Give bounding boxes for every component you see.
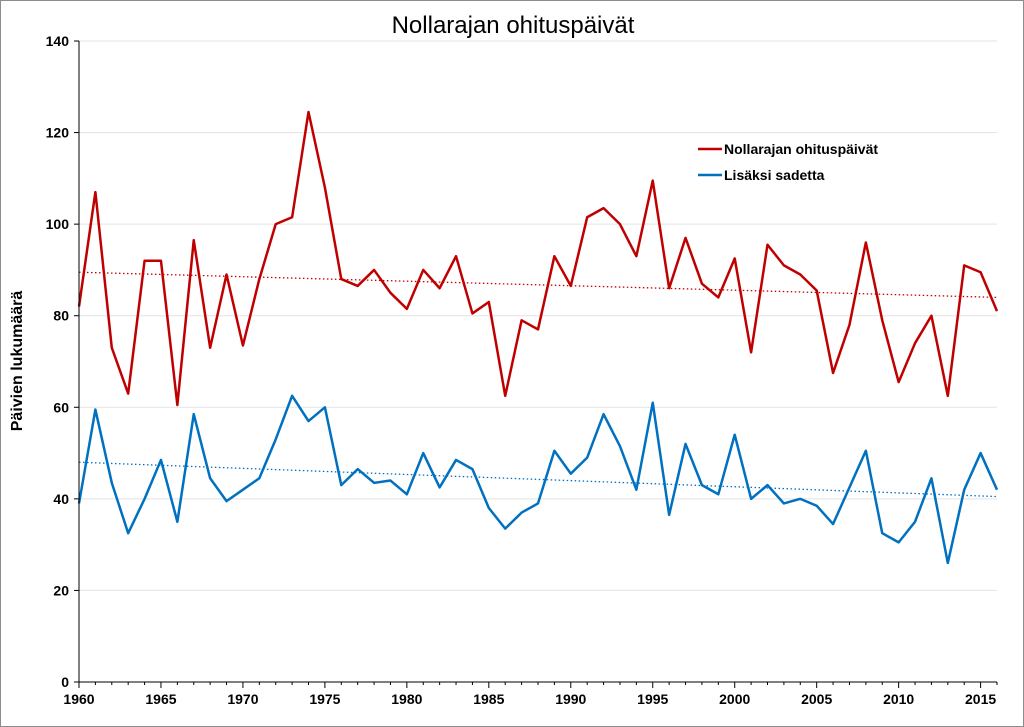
trendline-2 [78, 461, 998, 498]
trendline-1 [78, 271, 998, 299]
x-tick-label: 1985 [473, 691, 504, 707]
x-tick-label: 1980 [391, 691, 422, 707]
y-tick-label: 0 [61, 674, 69, 690]
legend-label: Nollarajan ohituspäivät [724, 141, 878, 157]
gridlines [79, 40, 997, 591]
legend-label: Lisäksi sadetta [724, 167, 825, 183]
x-tick-label: 1965 [145, 691, 176, 707]
trendlines [78, 271, 998, 498]
legend: Nollarajan ohituspäivät Lisäksi sadetta [698, 141, 878, 183]
series-line-2 [77, 394, 999, 565]
x-tick-label: 2010 [883, 691, 914, 707]
chart-title: Nollarajan ohituspäivät [392, 12, 635, 39]
y-axis-title: Päivien lukumäärä [9, 291, 26, 432]
x-tick-label: 1970 [227, 691, 258, 707]
y-tick-label: 80 [53, 308, 69, 324]
y-tick-label: 100 [46, 216, 70, 232]
y-tick-label: 20 [53, 582, 69, 598]
series-line-1 [77, 110, 999, 407]
axes [78, 41, 997, 683]
x-tick-label: 1960 [63, 691, 94, 707]
x-tick-label: 1990 [555, 691, 586, 707]
y-axis-ticks: 0 20 40 60 80 100 120 140 [46, 33, 79, 690]
x-axis-ticks: 1960 1965 1970 1975 1980 1985 1990 1995 2000 2005… [63, 682, 998, 707]
y-tick-label: 40 [53, 491, 69, 507]
y-tick-label: 60 [53, 399, 69, 415]
y-tick-label: 120 [46, 125, 70, 141]
x-tick-label: 2015 [965, 691, 996, 707]
x-tick-label: 2000 [719, 691, 750, 707]
x-tick-label: 1995 [637, 691, 668, 707]
y-tick-label: 140 [46, 33, 70, 49]
series-lines [77, 110, 999, 565]
x-tick-label: 2005 [801, 691, 832, 707]
x-tick-label: 1975 [309, 691, 340, 707]
